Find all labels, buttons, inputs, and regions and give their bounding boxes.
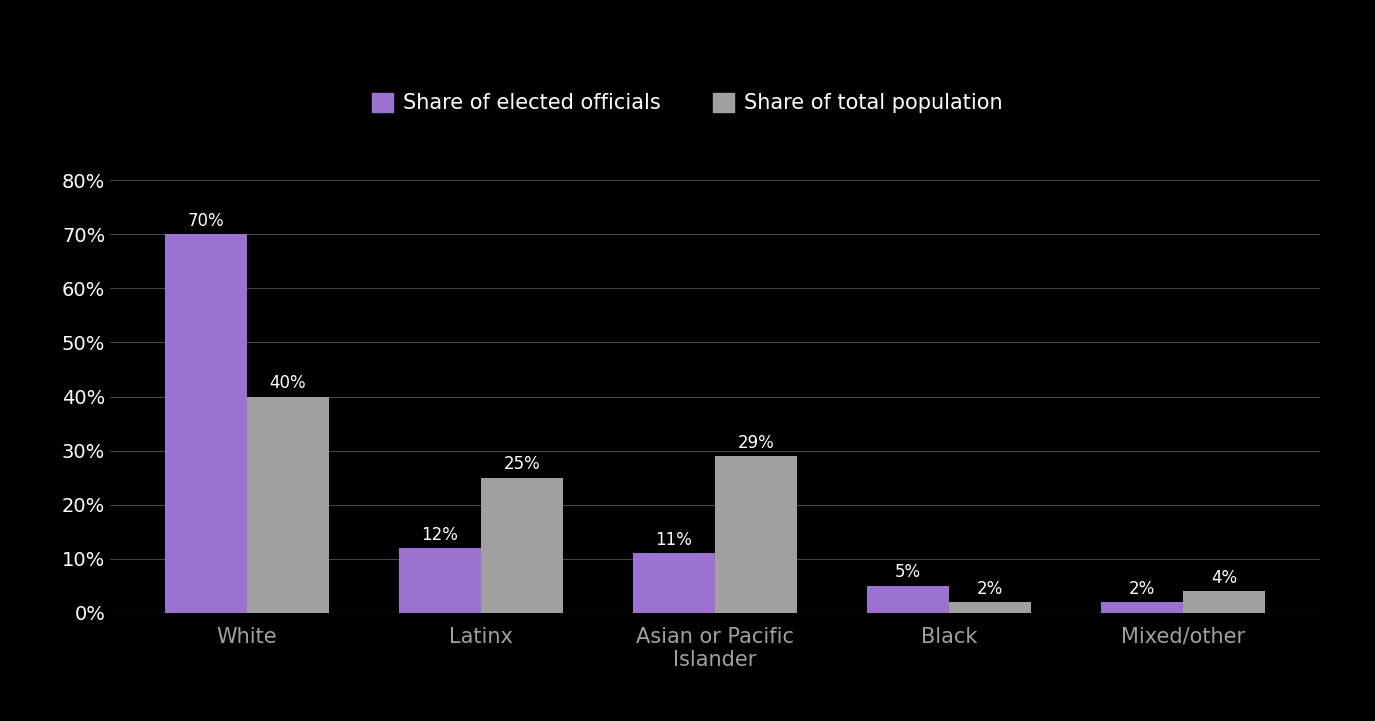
Text: 11%: 11%: [656, 531, 693, 549]
Bar: [949, 602, 1031, 613]
Text: 25%: 25%: [503, 456, 540, 473]
Bar: [1101, 602, 1182, 613]
Bar: [868, 585, 949, 613]
Legend: Share of elected officials, Share of total population: Share of elected officials, Share of tot…: [362, 82, 1013, 124]
Text: 2%: 2%: [976, 580, 1004, 598]
Text: 2%: 2%: [1129, 580, 1155, 598]
Bar: [632, 554, 715, 613]
Text: 5%: 5%: [895, 564, 921, 581]
Bar: [481, 477, 562, 613]
Text: 70%: 70%: [187, 212, 224, 230]
Bar: [248, 397, 329, 613]
Text: 40%: 40%: [270, 374, 307, 392]
Bar: [715, 456, 797, 613]
Text: 4%: 4%: [1211, 569, 1238, 587]
Text: 12%: 12%: [422, 526, 458, 544]
Bar: [165, 234, 248, 613]
Bar: [1182, 591, 1265, 613]
Bar: [399, 548, 481, 613]
Text: 29%: 29%: [737, 434, 774, 451]
